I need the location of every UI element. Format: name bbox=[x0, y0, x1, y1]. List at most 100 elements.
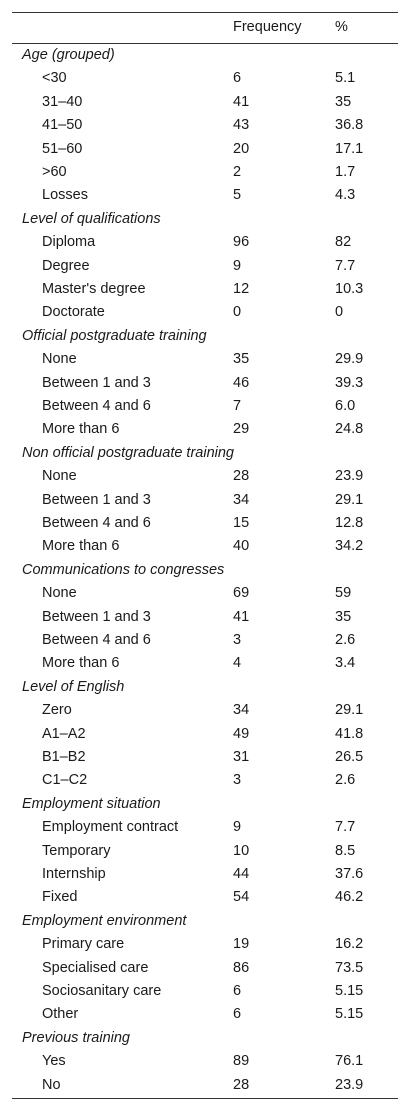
section-title: Communications to congresses bbox=[22, 561, 225, 578]
percent: 41.8 bbox=[335, 725, 364, 742]
section-row: Non official postgraduate training bbox=[0, 442, 410, 465]
row-label: Fixed bbox=[42, 889, 78, 906]
percent: 5.15 bbox=[335, 983, 364, 999]
frequency: 19 bbox=[233, 936, 250, 953]
percent: 6.0 bbox=[335, 398, 356, 414]
percent: 1.7 bbox=[335, 164, 356, 180]
data-row: 51–60 20 17.1 bbox=[0, 138, 410, 161]
row-label: A1–A2 bbox=[42, 725, 86, 742]
frequency: 5 bbox=[233, 187, 242, 204]
data-row: Yes 89 76.1 bbox=[0, 1050, 410, 1073]
frequency: 31 bbox=[233, 749, 250, 765]
frequency: 0 bbox=[233, 304, 242, 321]
section-row: Official postgraduate training bbox=[0, 325, 410, 348]
row-label: None bbox=[42, 351, 77, 368]
row-label: None bbox=[42, 468, 77, 485]
frequency: 6 bbox=[233, 1006, 242, 1023]
row-label: Zero bbox=[42, 702, 72, 719]
percent: 10.3 bbox=[335, 281, 364, 297]
data-row: Diploma 96 82 bbox=[0, 231, 410, 254]
frequency: 96 bbox=[233, 234, 250, 251]
frequency: 3 bbox=[233, 632, 242, 648]
frequency: 7 bbox=[233, 398, 242, 414]
data-row: >60 2 1.7 bbox=[0, 161, 410, 184]
frequency: 44 bbox=[233, 866, 250, 882]
data-row: Master's degree 12 10.3 bbox=[0, 278, 410, 301]
percent: 73.5 bbox=[335, 959, 364, 976]
data-row: B1–B2 31 26.5 bbox=[0, 746, 410, 769]
frequency: 86 bbox=[233, 959, 250, 976]
row-label: B1–B2 bbox=[42, 749, 86, 765]
row-label: <30 bbox=[42, 70, 67, 87]
row-label: More than 6 bbox=[42, 655, 120, 672]
row-label: Internship bbox=[42, 866, 106, 882]
section-title: Non official postgraduate training bbox=[22, 444, 234, 461]
row-label: Between 4 and 6 bbox=[42, 398, 151, 414]
data-row: Fixed 54 46.2 bbox=[0, 886, 410, 909]
data-row: Between 1 and 3 34 29.1 bbox=[0, 489, 410, 512]
data-row: Between 4 and 6 7 6.0 bbox=[0, 395, 410, 418]
data-row: Other 6 5.15 bbox=[0, 1003, 410, 1026]
header-rule bbox=[12, 43, 398, 44]
data-row: None 35 29.9 bbox=[0, 348, 410, 371]
section-row: Level of English bbox=[0, 676, 410, 699]
frequency: 20 bbox=[233, 140, 250, 157]
data-row: Primary care 19 16.2 bbox=[0, 933, 410, 956]
data-row: Doctorate 0 0 bbox=[0, 301, 410, 324]
frequency: 49 bbox=[233, 725, 250, 742]
data-row: Between 4 and 6 15 12.8 bbox=[0, 512, 410, 535]
percent: 39.3 bbox=[335, 374, 364, 391]
data-row: 41–50 43 36.8 bbox=[0, 114, 410, 137]
row-label: More than 6 bbox=[42, 538, 120, 555]
bottom-rule bbox=[12, 1098, 398, 1099]
row-label: Between 4 and 6 bbox=[42, 515, 151, 531]
row-label: C1–C2 bbox=[42, 772, 88, 789]
percent: 34.2 bbox=[335, 538, 364, 555]
percent: 26.5 bbox=[335, 749, 364, 765]
percent: 35 bbox=[335, 608, 352, 625]
frequency: 28 bbox=[233, 468, 250, 485]
percent: 35 bbox=[335, 93, 352, 110]
data-row: Degree 9 7.7 bbox=[0, 255, 410, 278]
frequency: 2 bbox=[233, 164, 242, 180]
row-label: Between 1 and 3 bbox=[42, 608, 151, 625]
row-label: Diploma bbox=[42, 234, 96, 251]
row-label: Losses bbox=[42, 187, 88, 204]
percent: 59 bbox=[335, 585, 352, 602]
data-row: Specialised care 86 73.5 bbox=[0, 957, 410, 980]
frequency: 69 bbox=[233, 585, 250, 602]
section-title: Employment situation bbox=[22, 795, 161, 812]
percent: 82 bbox=[335, 234, 352, 251]
row-label: Yes bbox=[42, 1053, 66, 1070]
row-label: Other bbox=[42, 1006, 79, 1023]
percent: 5.15 bbox=[335, 1006, 364, 1023]
data-row: More than 6 4 3.4 bbox=[0, 652, 410, 675]
section-row: Employment situation bbox=[0, 793, 410, 816]
frequency: 15 bbox=[233, 515, 250, 531]
top-rule bbox=[12, 12, 398, 13]
frequency: 29 bbox=[233, 421, 250, 438]
frequency: 10 bbox=[233, 842, 250, 859]
row-label: No bbox=[42, 1076, 61, 1093]
percent: 23.9 bbox=[335, 468, 364, 485]
percent: 37.6 bbox=[335, 866, 364, 882]
data-row: Internship 44 37.6 bbox=[0, 863, 410, 886]
percent: 23.9 bbox=[335, 1076, 364, 1093]
percent: 76.1 bbox=[335, 1053, 364, 1070]
row-label: 41–50 bbox=[42, 117, 83, 134]
row-label: 51–60 bbox=[42, 140, 83, 157]
data-row: Losses 5 4.3 bbox=[0, 184, 410, 207]
section-row: Level of qualifications bbox=[0, 208, 410, 231]
section-title: Level of English bbox=[22, 678, 125, 695]
frequency: 41 bbox=[233, 93, 250, 110]
section-title: Employment environment bbox=[22, 912, 187, 929]
row-label: Employment contract bbox=[42, 819, 179, 836]
data-row: Sociosanitary care 6 5.15 bbox=[0, 980, 410, 1003]
percent: 2.6 bbox=[335, 632, 356, 648]
percent: 7.7 bbox=[335, 819, 356, 836]
data-row: None 28 23.9 bbox=[0, 465, 410, 488]
percent: 36.8 bbox=[335, 117, 364, 134]
frequency: 35 bbox=[233, 351, 250, 368]
frequency: 40 bbox=[233, 538, 250, 555]
data-row: <30 6 5.1 bbox=[0, 67, 410, 90]
